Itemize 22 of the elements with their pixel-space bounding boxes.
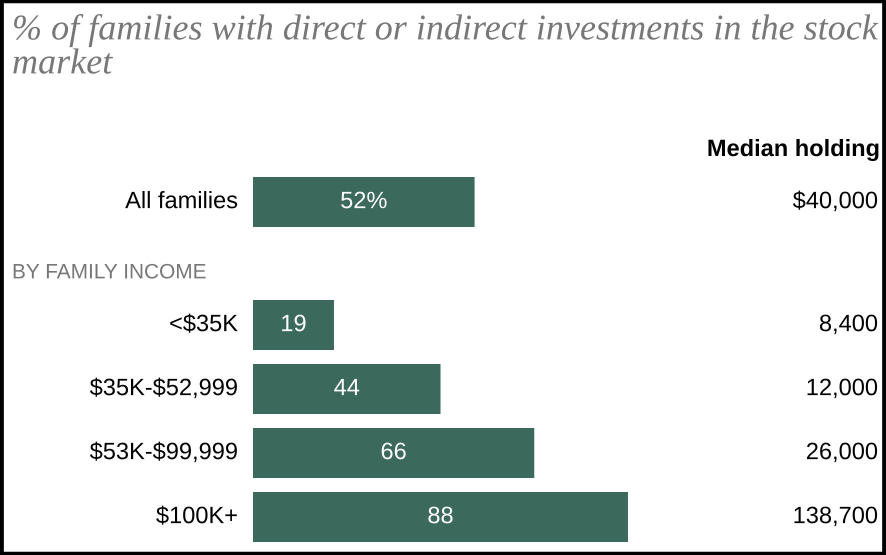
data-label: 44 <box>334 378 360 396</box>
data-label: 19 <box>282 314 306 332</box>
y-tick-label: $53K-$99,999 <box>90 442 237 462</box>
text: $40,000 <box>792 190 878 212</box>
y-tick-label: All families <box>125 190 238 208</box>
data-label: 52% <box>341 192 387 208</box>
data-label: 88 <box>428 506 453 524</box>
bar <box>253 300 334 350</box>
y-tick-label: $100K+ <box>156 506 237 525</box>
y-tick-label: $35K-$52,999 <box>90 378 237 398</box>
text: 138,700 <box>794 506 878 526</box>
chart-title: % of families with direct or indirect investments in the stock market <box>13 14 878 74</box>
text: 8,400 <box>820 314 878 334</box>
y-tick-label: <$35K <box>170 314 238 333</box>
bar <box>253 492 628 542</box>
bar <box>253 428 534 478</box>
text: BY FAMILY INCOME <box>14 264 206 279</box>
text: 12,000 <box>808 378 878 398</box>
bar <box>253 364 440 414</box>
text: 26,000 <box>806 442 878 462</box>
text: Median holding <box>708 138 878 162</box>
data-label: 66 <box>382 442 406 460</box>
